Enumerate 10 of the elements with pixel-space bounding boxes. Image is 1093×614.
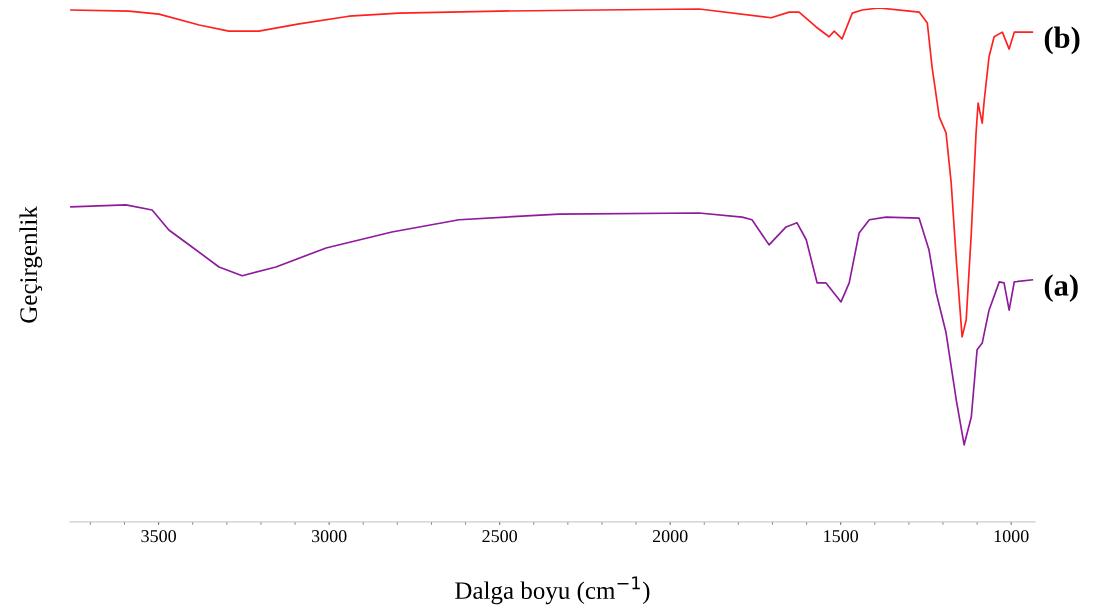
y-axis-title: Geçirgenlik bbox=[19, 206, 43, 323]
x-tick-label: 2500 bbox=[482, 530, 518, 543]
x-tick-label: 3000 bbox=[311, 530, 347, 543]
x-tick-label: 2000 bbox=[652, 530, 688, 543]
x-axis-title: Dalga boyu (cm$^{−1}$) bbox=[455, 576, 650, 605]
x-tick-label: 3500 bbox=[141, 530, 176, 543]
x-tick-label: 1000 bbox=[994, 530, 1029, 543]
series-label: (b) bbox=[1044, 26, 1080, 55]
x-tick-label: 1500 bbox=[824, 530, 859, 543]
series-label: (a) bbox=[1044, 274, 1078, 303]
